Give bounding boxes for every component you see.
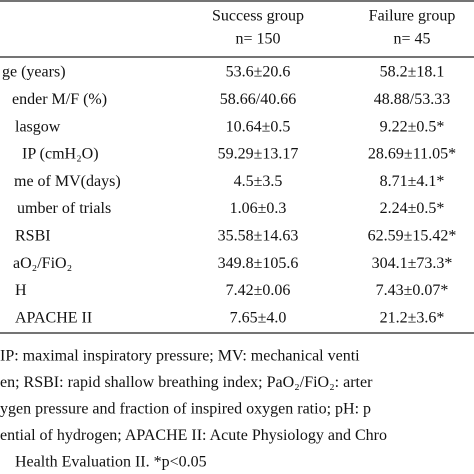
cell: 59.29±13.17 — [218, 146, 299, 163]
cell: 58.2±18.1 — [380, 64, 445, 81]
footnote-line: IP: maximal inspiratory pressure; MV: me… — [0, 348, 360, 365]
column-header: Success group — [212, 8, 304, 25]
cell: 1.06±0.3 — [230, 200, 287, 217]
cell: 2.24±0.5* — [380, 200, 445, 217]
row-label: APACHE II — [15, 309, 92, 326]
cell: 8.71±4.1* — [380, 173, 445, 190]
row-label: RSBI — [15, 227, 51, 244]
cell: 62.59±15.42* — [368, 227, 457, 244]
footnote-line: Health Evaluation II. *p<0.05 — [15, 454, 207, 471]
row-label: IP (cmH₂O) — [22, 146, 99, 163]
cell: 21.2±3.6* — [380, 309, 445, 326]
cell: 7.42±0.06 — [226, 282, 291, 299]
cell: 7.43±0.07* — [376, 282, 449, 299]
cell: 9.22±0.5* — [380, 118, 445, 135]
cell: 28.69±11.05* — [368, 146, 456, 163]
cell: 349.8±105.6 — [218, 255, 299, 272]
row-label: aO₂/FiO₂ — [13, 255, 72, 272]
cell: 304.1±73.3* — [372, 255, 453, 272]
footnote-line: ential of hydrogen; APACHE II: Acute Phy… — [0, 427, 387, 444]
cell: 7.65±4.0 — [230, 309, 287, 326]
footnote-line: ygen pressure and fraction of inspired o… — [0, 401, 371, 418]
cell: 58.66/40.66 — [220, 91, 296, 108]
cell: 53.6±20.6 — [226, 64, 291, 81]
column-header: Failure group — [369, 8, 456, 25]
cell: 4.5±3.5 — [234, 173, 283, 190]
column-header: n= 45 — [393, 31, 430, 48]
row-label: umber of trials — [17, 200, 111, 217]
row-label: ge (years) — [2, 64, 66, 81]
row-label: me of MV(days) — [14, 173, 121, 190]
cell: 10.64±0.5 — [226, 118, 291, 135]
row-label: lasgow — [15, 118, 61, 135]
row-label: ender M/F (%) — [12, 91, 107, 108]
footnote-line: en; RSBI: rapid shallow breathing index;… — [0, 374, 373, 391]
row-label: H — [15, 282, 27, 299]
column-header: n= 150 — [235, 31, 280, 48]
cell: 48.88/53.33 — [374, 91, 450, 108]
cell: 35.58±14.63 — [218, 227, 299, 244]
